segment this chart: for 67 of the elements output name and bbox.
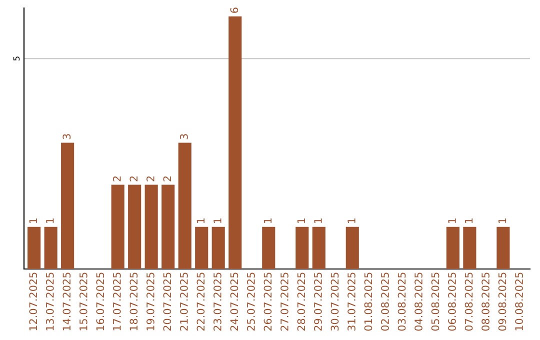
x-tick-label: 19.07.2025 [146, 272, 154, 330]
data-label: 1 [498, 218, 506, 223]
x-tick-label: 08.08.2025 [482, 272, 490, 331]
x-tick-label: 05.08.2025 [431, 272, 440, 331]
data-label: 1 [314, 218, 322, 223]
bar [312, 226, 326, 269]
data-label: 3 [180, 134, 188, 140]
x-tick-label: 16.07.2025 [96, 272, 104, 330]
bar [463, 226, 476, 269]
x-tick-label: 31.07.2025 [348, 272, 356, 331]
x-tick-label: 07.08.2025 [464, 272, 473, 331]
data-label: 1 [348, 218, 356, 223]
bar [212, 226, 225, 269]
data-label: 2 [146, 176, 154, 182]
bar [446, 226, 460, 269]
x-tick-label: 01.08.2025 [364, 272, 372, 331]
bar [28, 226, 41, 269]
data-label: 1 [46, 218, 54, 223]
x-tick-label: 22.07.2025 [196, 272, 205, 331]
data-label: 3 [62, 134, 71, 140]
x-tick-label: 18.07.2025 [130, 272, 138, 330]
x-tick-label: 28.07.2025 [297, 272, 306, 331]
x-tick-label: 24.07.2025 [230, 272, 238, 331]
bar [346, 226, 359, 269]
x-tick-label: 14.07.2025 [62, 272, 71, 330]
x-tick-label: 10.08.2025 [515, 272, 523, 330]
data-label: 1 [297, 218, 306, 223]
data-label: 2 [163, 176, 171, 182]
x-tick-label: 03.08.2025 [398, 272, 406, 331]
data-label: 1 [464, 218, 473, 223]
bar [296, 226, 309, 269]
bar [144, 184, 158, 269]
x-tick-label: 30.07.2025 [330, 272, 339, 331]
x-tick-label: 21.07.2025 [180, 272, 188, 331]
x-tick-label: 23.07.2025 [214, 272, 222, 331]
x-tick-label: 29.07.2025 [314, 272, 322, 331]
x-tick-label: 13.07.2025 [46, 272, 54, 330]
bar [162, 184, 175, 269]
y-tick-label: 5 [13, 56, 20, 61]
data-label: 2 [112, 176, 121, 182]
x-tick-label: 15.07.2025 [79, 272, 88, 330]
x-tick-label: 27.07.2025 [280, 272, 288, 331]
data-label: 1 [214, 218, 222, 223]
bar [496, 226, 510, 269]
x-tick-label: 17.07.2025 [112, 272, 121, 330]
bar [178, 142, 192, 269]
bar [262, 226, 276, 269]
bar [111, 184, 124, 269]
data-label: 6 [230, 8, 238, 13]
data-label: 1 [196, 218, 204, 223]
x-tick-label: 02.08.2025 [381, 272, 389, 331]
x-tick-label: 20.07.2025 [163, 272, 172, 331]
x-tick-label: 04.08.2025 [414, 272, 422, 331]
x-tick-label: 06.08.2025 [448, 272, 456, 331]
x-tick-label: 25.07.2025 [247, 272, 255, 331]
data-label: 1 [264, 218, 272, 223]
bar [44, 226, 58, 269]
x-tick-label: 26.07.2025 [264, 272, 272, 331]
bar [128, 184, 142, 269]
bar [228, 16, 242, 269]
data-label: 1 [448, 218, 456, 223]
x-tick-label: 12.07.2025 [29, 272, 38, 330]
bar [195, 226, 208, 269]
x-tick-label: 09.08.2025 [498, 272, 506, 331]
bar [61, 142, 74, 269]
data-label: 2 [130, 176, 138, 182]
data-label: 1 [29, 218, 37, 223]
